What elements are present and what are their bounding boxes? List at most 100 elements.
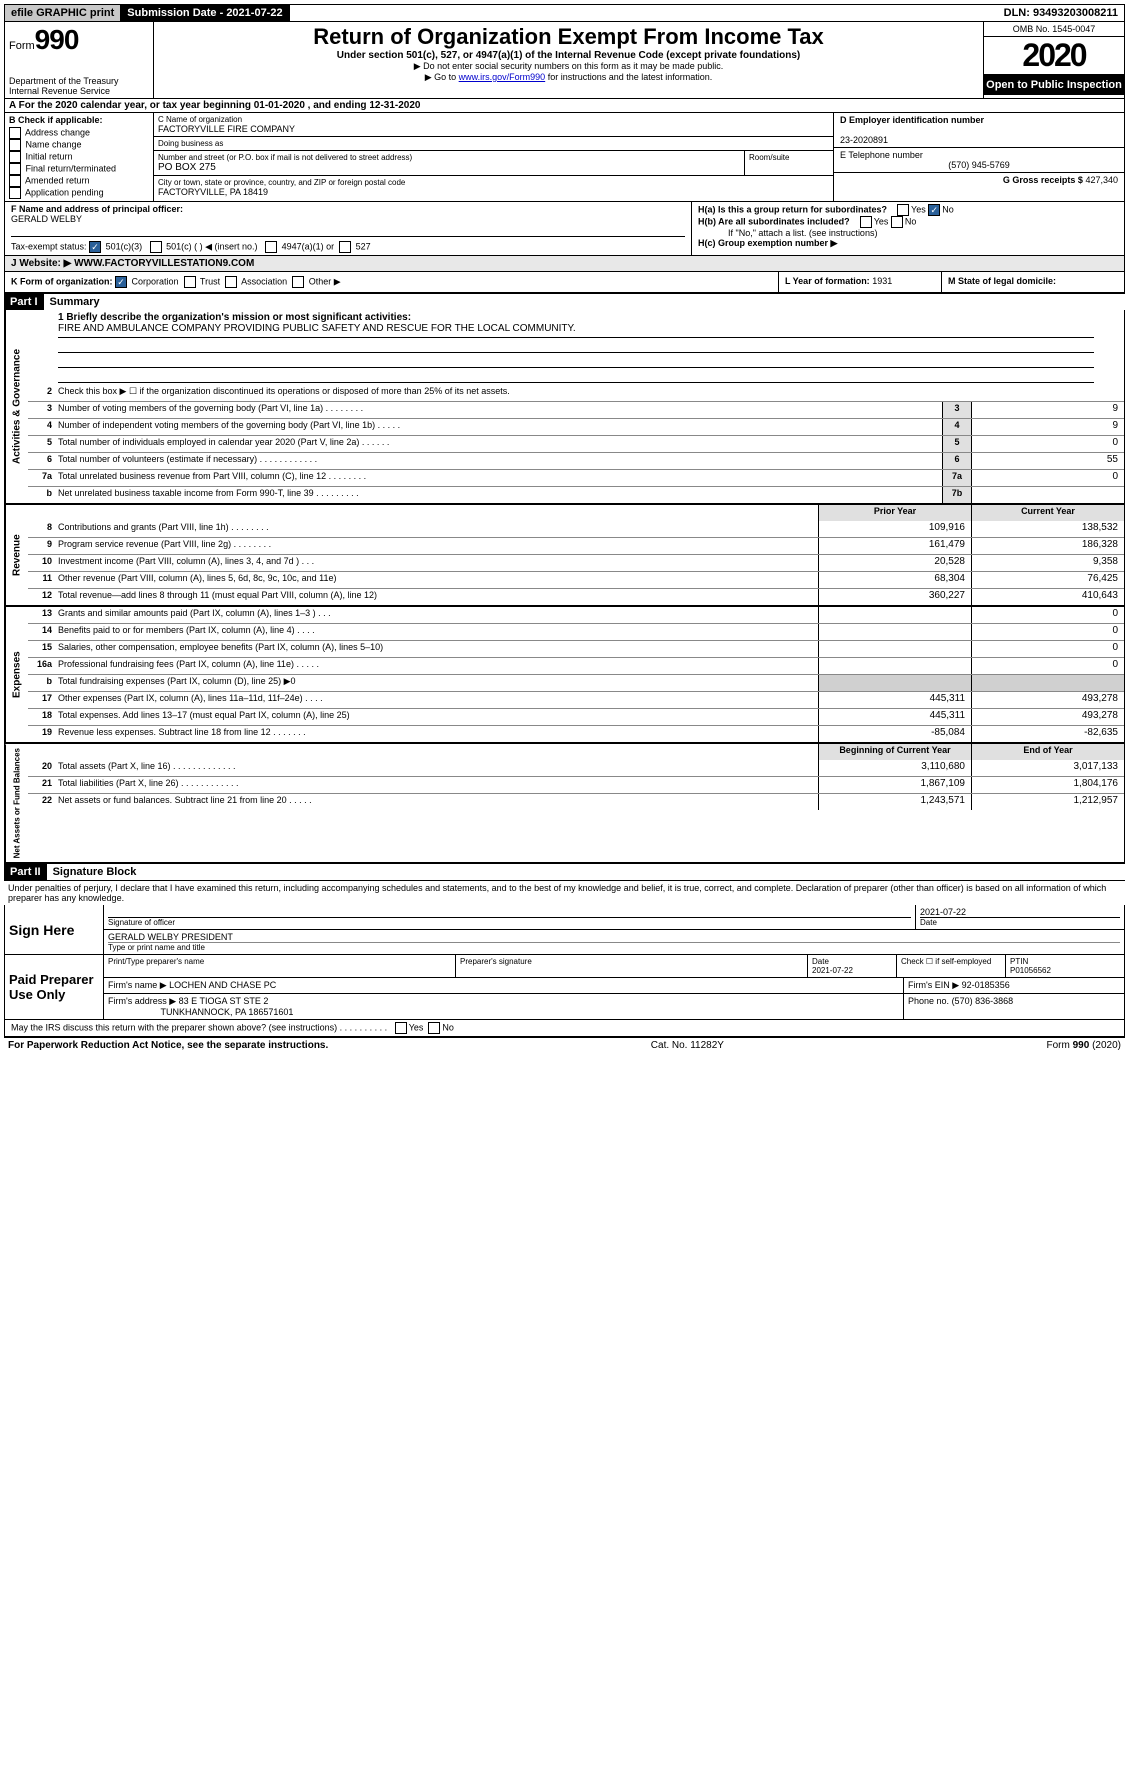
vlabel-rev: Revenue: [5, 505, 28, 605]
form-header: Form990 Department of the Treasury Inter…: [4, 22, 1125, 99]
gross-label: G Gross receipts $: [1003, 175, 1083, 185]
cb-527[interactable]: [339, 241, 351, 253]
sign-here-label: Sign Here: [5, 905, 103, 954]
line-22: 22Net assets or fund balances. Subtract …: [28, 793, 1124, 810]
prep-name-h: Print/Type preparer's name: [104, 955, 456, 977]
sig-date: 2021-07-22: [920, 907, 1120, 917]
c-name-label: C Name of organization: [158, 115, 829, 124]
discuss-row: May the IRS discuss this return with the…: [4, 1020, 1125, 1037]
tax-year: 2020: [984, 37, 1124, 75]
sig-date-label: Date: [920, 917, 1120, 927]
col-b: B Check if applicable: Address change Na…: [5, 113, 154, 201]
cb-pending: Application pending: [25, 187, 104, 197]
open-inspection: Open to Public Inspection: [984, 75, 1124, 95]
line-19: 19Revenue less expenses. Subtract line 1…: [28, 725, 1124, 742]
ha-no: ✓: [928, 204, 940, 216]
officer-name: GERALD WELBY: [11, 214, 82, 224]
line-18: 18Total expenses. Add lines 13–17 (must …: [28, 708, 1124, 725]
dln: DLN: 93493203008211: [998, 5, 1124, 21]
form-number: Form990: [9, 24, 149, 56]
note-link: ▶ Go to www.irs.gov/Form990 for instruct…: [160, 72, 977, 83]
line-13: 13Grants and similar amounts paid (Part …: [28, 607, 1124, 623]
irs-link[interactable]: www.irs.gov/Form990: [459, 72, 546, 82]
prep-date-h: Date: [812, 957, 829, 966]
top-bar: efile GRAPHIC print Submission Date - 20…: [4, 4, 1125, 22]
spacer: [290, 11, 998, 15]
sig-officer-label: Signature of officer: [108, 917, 911, 927]
line-8: 8Contributions and grants (Part VIII, li…: [28, 521, 1124, 537]
cb-501c[interactable]: [150, 241, 162, 253]
note-ssn: ▶ Do not enter social security numbers o…: [160, 61, 977, 72]
vlabel-exp: Expenses: [5, 607, 28, 742]
year-formed: 1931: [872, 276, 892, 286]
tax-status-label: Tax-exempt status:: [11, 241, 87, 251]
form-title: Return of Organization Exempt From Incom…: [160, 24, 977, 50]
block-bcd: B Check if applicable: Address change Na…: [4, 113, 1125, 202]
paid-prep-label: Paid Preparer Use Only: [5, 955, 103, 1019]
hc-label: H(c) Group exemption number ▶: [698, 238, 837, 248]
firm-addr-l: Firm's address ▶: [108, 996, 176, 1006]
footer-left: For Paperwork Reduction Act Notice, see …: [8, 1040, 328, 1051]
firm-ein-v: 92-0185356: [962, 980, 1010, 990]
ptin-h: PTIN: [1010, 957, 1028, 966]
efile-label[interactable]: efile GRAPHIC print: [5, 5, 121, 21]
submission-date: Submission Date - 2021-07-22: [121, 5, 289, 21]
cb-amended: Amended return: [25, 175, 90, 185]
line-17: 17Other expenses (Part IX, column (A), l…: [28, 691, 1124, 708]
perjury-text: Under penalties of perjury, I declare th…: [4, 880, 1125, 905]
hb-label: H(b) Are all subordinates included?: [698, 216, 850, 226]
prior-header: Prior Year: [818, 505, 971, 521]
ein-value: 23-2020891: [840, 135, 888, 145]
firm-name-v: LOCHEN AND CHASE PC: [169, 980, 276, 990]
col-de: D Employer identification number 23-2020…: [833, 113, 1124, 201]
line-15: 15Salaries, other compensation, employee…: [28, 640, 1124, 657]
org-name: FACTORYVILLE FIRE COMPANY: [158, 124, 829, 134]
firm-name-l: Firm's name ▶: [108, 980, 167, 990]
line-21: 21Total liabilities (Part X, line 26) . …: [28, 776, 1124, 793]
firm-addr2: TUNKHANNOCK, PA 186571601: [161, 1007, 294, 1017]
line-11: 11Other revenue (Part VIII, column (A), …: [28, 571, 1124, 588]
summary-table: Activities & Governance 1 Briefly descri…: [4, 310, 1125, 863]
k-label: K Form of organization:: [11, 276, 113, 286]
prep-sig-h: Preparer's signature: [456, 955, 808, 977]
cb-corp: ✓: [115, 276, 127, 288]
end-header: End of Year: [971, 744, 1124, 760]
line-a: A For the 2020 calendar year, or tax yea…: [4, 99, 1125, 113]
line-16a: 16aProfessional fundraising fees (Part I…: [28, 657, 1124, 674]
room-label: Room/suite: [745, 151, 833, 175]
part1-header: Part I: [4, 294, 44, 310]
phone-label: E Telephone number: [840, 150, 923, 160]
current-header: Current Year: [971, 505, 1124, 521]
cb-501c3[interactable]: ✓: [89, 241, 101, 253]
mission-label: 1 Briefly describe the organization's mi…: [58, 312, 411, 323]
row-j: J Website: ▶ WWW.FACTORYVILLESTATION9.CO…: [4, 256, 1125, 272]
cb-initial: Initial return: [26, 151, 73, 161]
b-title: B Check if applicable:: [9, 115, 103, 125]
website-value: WWW.FACTORYVILLESTATION9.COM: [74, 258, 254, 269]
cb-4947[interactable]: [265, 241, 277, 253]
addr-label: Number and street (or P.O. box if mail i…: [158, 153, 740, 162]
firm-ein-l: Firm's EIN ▶: [908, 980, 959, 990]
l-label: L Year of formation:: [785, 276, 870, 286]
firm-phone-v: (570) 836-3868: [952, 996, 1014, 1006]
officer-typed-label: Type or print name and title: [108, 943, 1120, 952]
row-fh: F Name and address of principal officer:…: [4, 202, 1125, 256]
f-label: F Name and address of principal officer:: [11, 204, 183, 214]
footer: For Paperwork Reduction Act Notice, see …: [4, 1037, 1125, 1053]
city-label: City or town, state or province, country…: [158, 178, 829, 187]
dba-label: Doing business as: [158, 139, 829, 148]
ha-label: H(a) Is this a group return for subordin…: [698, 204, 887, 214]
begin-header: Beginning of Current Year: [818, 744, 971, 760]
gross-value: 427,340: [1085, 175, 1118, 185]
m-label: M State of legal domicile:: [948, 276, 1056, 286]
dept-label: Department of the Treasury Internal Reve…: [9, 76, 149, 96]
footer-right: Form 990 (2020): [1047, 1040, 1121, 1051]
footer-mid: Cat. No. 11282Y: [651, 1040, 724, 1051]
cb-final: Final return/terminated: [26, 163, 117, 173]
part2-header: Part II: [4, 864, 47, 880]
ein-label: D Employer identification number: [840, 115, 984, 125]
omb: OMB No. 1545-0047: [984, 22, 1124, 37]
vlabel-gov: Activities & Governance: [5, 310, 28, 503]
mission-text: FIRE AND AMBULANCE COMPANY PROVIDING PUB…: [58, 323, 1094, 338]
line-20: 20Total assets (Part X, line 16) . . . .…: [28, 760, 1124, 776]
